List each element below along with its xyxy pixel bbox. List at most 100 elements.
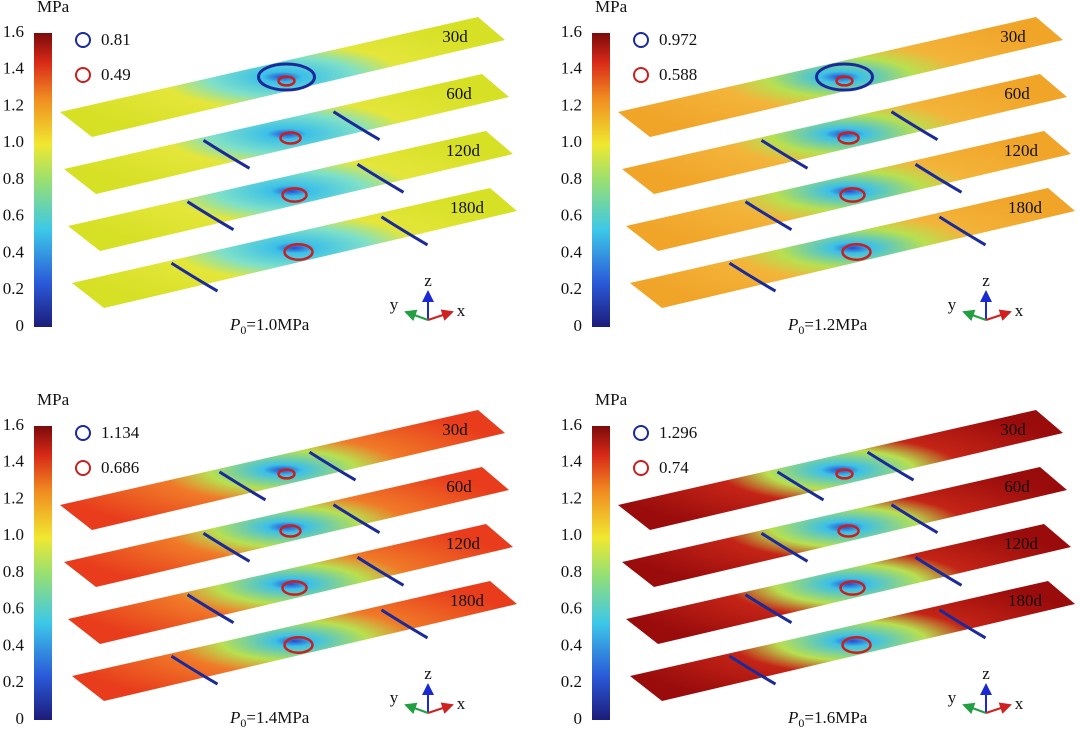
stress-contour-red	[281, 187, 308, 203]
layer-label: 180d	[1008, 198, 1043, 217]
colorbar-tick-label: 0	[574, 709, 583, 728]
stress-contour-blue	[938, 608, 987, 640]
colorbar-tick-label: 1.2	[561, 95, 582, 114]
legend-label: 0.49	[101, 65, 131, 84]
legend-label: 0.81	[101, 30, 131, 49]
axis-label: z	[424, 271, 432, 290]
panel: MPa 1.6 1.4 1.2 1.0 0.8 0.6 0.4 0.2 0 180d 120d 60d 3…	[3, 0, 517, 337]
axis-x	[985, 309, 1012, 321]
legend-marker	[75, 32, 91, 48]
pressure-symbol: P	[787, 708, 798, 727]
colorbar-tick-label: 1.6	[561, 22, 582, 41]
axis-label: y	[948, 688, 957, 707]
stress-contour-blue	[815, 62, 874, 92]
axis-label: z	[982, 271, 990, 290]
colorbar-tick-label: 0.2	[3, 672, 24, 691]
axis-label: z	[982, 664, 990, 683]
layer-label: 180d	[450, 591, 485, 610]
colorbar-unit: MPa	[595, 0, 628, 16]
colorbar-tick-label: 1.0	[3, 525, 24, 544]
stress-contour-red	[281, 580, 308, 596]
colorbar-tick-label: 1.6	[3, 415, 24, 434]
plate	[68, 131, 513, 251]
colorbar	[34, 426, 52, 720]
colorbar-tick-label: 0.2	[3, 279, 24, 298]
axis-x	[427, 702, 454, 714]
plate	[68, 524, 513, 644]
stress-contour-blue	[728, 654, 777, 686]
stress-contour-red	[277, 75, 296, 87]
colorbar-tick-label: 0.6	[561, 206, 582, 225]
stress-contour-blue	[760, 139, 809, 170]
layer-label: 60d	[1004, 477, 1030, 496]
colorbar-tick-label: 0.6	[3, 206, 24, 225]
axis-label: z	[424, 664, 432, 683]
legend-label: 0.588	[659, 65, 697, 84]
stress-contour-blue	[186, 593, 235, 624]
stress-contour-red	[841, 243, 872, 261]
colorbar-unit: MPa	[37, 390, 70, 409]
stress-contour-blue	[866, 450, 915, 482]
layer-label: 60d	[1004, 84, 1030, 103]
colorbar-tick-label: 0.4	[3, 635, 25, 654]
colorbar-unit: MPa	[595, 390, 628, 409]
pressure-value: =1.0MPa	[246, 315, 309, 334]
colorbar-tick-label: 0.8	[3, 562, 24, 581]
legend-marker	[75, 460, 91, 476]
layer-label: 30d	[1000, 27, 1026, 46]
pressure-value: =1.4MPa	[246, 708, 309, 727]
stress-contour-red	[283, 636, 314, 654]
stress-contour-blue	[186, 200, 235, 231]
stress-contour-blue	[728, 261, 777, 293]
layer-label: 120d	[446, 534, 481, 553]
stress-contour-blue	[332, 503, 381, 534]
stress-contour-blue	[170, 654, 219, 686]
layer-label: 120d	[1004, 141, 1039, 160]
pressure-subscript: 0	[798, 716, 804, 730]
stress-contour-blue	[356, 163, 405, 194]
pressure-label: P0=1.2MPa	[787, 315, 868, 337]
stress-contour-blue	[938, 215, 987, 247]
layer-label: 180d	[1008, 591, 1043, 610]
stress-contour-red	[277, 468, 296, 480]
plate	[630, 188, 1075, 308]
colorbar	[592, 426, 610, 720]
pressure-symbol: P	[229, 708, 240, 727]
colorbar-tick-label: 1.4	[3, 452, 25, 471]
colorbar-tick-label: 0	[16, 316, 25, 335]
stress-contour-blue	[744, 200, 793, 231]
axis-label: y	[390, 688, 399, 707]
axis-label: x	[457, 301, 466, 320]
stress-contour-red	[835, 75, 854, 87]
axis-label: y	[390, 295, 399, 314]
stress-contour-blue	[380, 608, 429, 640]
stress-contour-red	[841, 636, 872, 654]
colorbar-unit: MPa	[37, 0, 70, 16]
pressure-value: =1.6MPa	[804, 708, 867, 727]
colorbar-tick-label: 1.0	[3, 132, 24, 151]
stress-contour-red	[839, 187, 866, 203]
axis-y	[404, 702, 429, 715]
panel: MPa 1.6 1.4 1.2 1.0 0.8 0.6 0.4 0.2 0 180d 120d 60d 3…	[561, 390, 1075, 730]
plate	[626, 524, 1071, 644]
layer-label: 180d	[450, 198, 485, 217]
colorbar-tick-label: 0.4	[3, 242, 25, 261]
legend-marker	[633, 425, 649, 441]
axis-y	[962, 702, 987, 715]
colorbar-tick-label: 1.4	[561, 59, 583, 78]
colorbar	[34, 33, 52, 327]
pressure-subscript: 0	[240, 716, 246, 730]
colorbar-tick-label: 1.0	[561, 132, 582, 151]
colorbar-tick-label: 1.4	[561, 452, 583, 471]
colorbar-tick-label: 1.6	[561, 415, 582, 434]
stress-contour-red	[283, 243, 314, 261]
stress-contour-blue	[202, 532, 251, 563]
stress-contour-blue	[914, 163, 963, 194]
colorbar-tick-label: 0.8	[561, 562, 582, 581]
axis-label: x	[457, 694, 466, 713]
stress-contour-blue	[914, 556, 963, 587]
axis-y	[962, 309, 987, 322]
stress-contour-red	[837, 524, 860, 538]
legend-marker	[75, 425, 91, 441]
